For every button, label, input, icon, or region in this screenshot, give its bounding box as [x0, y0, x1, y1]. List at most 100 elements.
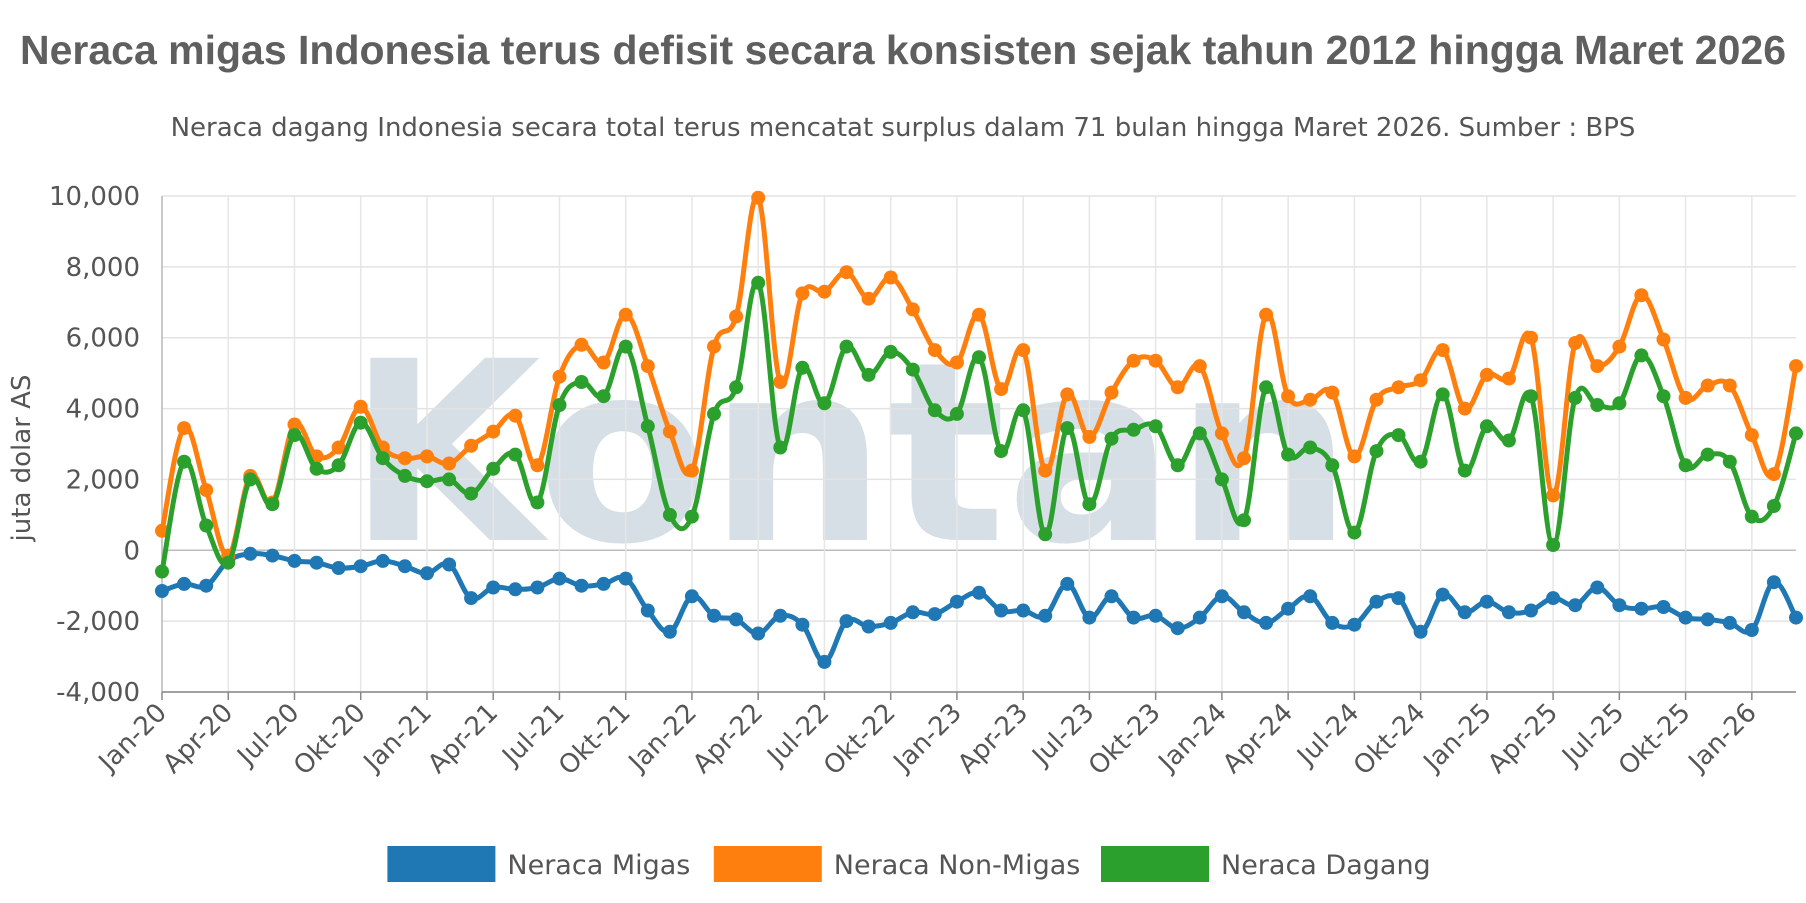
data-point — [1016, 403, 1031, 418]
data-point — [1700, 447, 1715, 462]
x-tick-label: Jan-25 — [1417, 698, 1498, 779]
data-point — [707, 608, 721, 623]
data-point — [1148, 353, 1163, 368]
data-point — [1457, 463, 1472, 478]
data-point — [420, 474, 434, 489]
data-point — [861, 367, 876, 382]
data-point — [1016, 603, 1031, 618]
data-point — [1192, 359, 1207, 374]
data-point — [1104, 589, 1119, 604]
data-point — [729, 612, 744, 627]
data-point — [508, 408, 523, 423]
data-point — [861, 619, 876, 634]
data-point — [707, 339, 721, 354]
x-tick-label: Apr-22 — [687, 698, 769, 780]
data-point — [596, 576, 611, 591]
y-tick-label: 0 — [123, 536, 140, 566]
data-point — [1214, 589, 1229, 604]
x-tick-label: Apr-21 — [422, 698, 504, 780]
data-point — [1126, 353, 1141, 368]
data-point — [949, 406, 964, 421]
data-point — [1524, 389, 1538, 404]
data-point — [1214, 426, 1229, 441]
data-point — [1126, 610, 1141, 625]
data-point — [994, 444, 1009, 459]
data-point — [1766, 575, 1781, 590]
data-point — [353, 415, 368, 430]
data-point — [1457, 605, 1472, 620]
data-point — [331, 561, 346, 575]
data-point — [1435, 387, 1450, 402]
data-point — [177, 454, 192, 469]
data-point — [640, 359, 655, 374]
data-point — [839, 614, 854, 629]
y-axis: -4,000 -2,000 0 2,000 4,000 6,000 8,000 10,000 — [49, 182, 163, 708]
data-point — [618, 571, 633, 586]
data-point — [662, 424, 677, 439]
data-point — [1369, 392, 1384, 407]
data-point — [795, 360, 810, 375]
x-tick-label: Okt-22 — [818, 698, 902, 782]
data-point — [243, 472, 258, 487]
x-tick-label: Jan-21 — [357, 698, 438, 779]
data-point — [1391, 591, 1406, 606]
data-point — [1347, 449, 1362, 464]
data-point — [287, 417, 302, 432]
data-point — [1016, 343, 1031, 358]
data-point — [905, 302, 920, 317]
data-point — [1501, 371, 1516, 386]
data-point — [1524, 603, 1538, 618]
legend-item-neraca-non-migas[interactable]: Neraca Non-Migas — [713, 846, 1081, 882]
data-point — [1038, 463, 1053, 478]
data-point — [972, 307, 986, 322]
data-point — [486, 461, 501, 476]
data-point — [243, 546, 258, 561]
data-point — [1722, 454, 1737, 469]
data-point — [684, 589, 699, 604]
x-tick-label: Apr-20 — [157, 698, 239, 780]
data-point — [1082, 610, 1097, 625]
data-point — [1479, 594, 1494, 609]
data-point — [574, 375, 589, 389]
data-point — [1766, 499, 1781, 513]
x-tick-label: Apr-24 — [1217, 698, 1299, 780]
y-tick-label: 2,000 — [66, 465, 140, 495]
data-point — [508, 447, 523, 462]
data-point — [795, 617, 810, 632]
data-point — [1413, 624, 1428, 639]
data-point — [905, 605, 920, 620]
data-point — [1766, 467, 1781, 482]
data-point — [1413, 373, 1428, 388]
series-neraca-non-migas — [155, 190, 1803, 563]
data-point — [1744, 428, 1759, 443]
data-point — [199, 578, 214, 593]
data-point — [596, 389, 611, 404]
data-point — [1038, 608, 1053, 623]
legend-item-neraca-dagang[interactable]: Neraca Dagang — [1101, 846, 1431, 882]
y-tick-label: 8,000 — [66, 253, 140, 283]
data-point — [729, 309, 744, 324]
data-point — [1170, 380, 1185, 395]
data-point — [1501, 433, 1516, 448]
legend-swatch — [387, 846, 496, 882]
data-point — [1192, 610, 1207, 625]
data-point — [1281, 389, 1296, 404]
data-point — [1214, 472, 1229, 487]
data-point — [640, 419, 655, 434]
data-point — [1789, 610, 1803, 625]
x-tick-label: Apr-25 — [1482, 698, 1564, 780]
data-point — [662, 624, 677, 639]
data-point — [530, 458, 545, 473]
data-point — [155, 564, 169, 579]
data-point — [1347, 617, 1362, 632]
data-point — [1634, 348, 1649, 363]
legend-item-neraca-migas[interactable]: Neraca Migas — [387, 846, 690, 882]
data-point — [1546, 488, 1561, 503]
data-point — [1744, 623, 1759, 637]
data-point — [1281, 447, 1296, 462]
data-point — [199, 518, 214, 533]
legend-swatch — [1101, 846, 1209, 882]
data-point — [1237, 513, 1251, 528]
series-group — [155, 190, 1803, 669]
x-tick-label: Jan-20 — [92, 698, 173, 779]
